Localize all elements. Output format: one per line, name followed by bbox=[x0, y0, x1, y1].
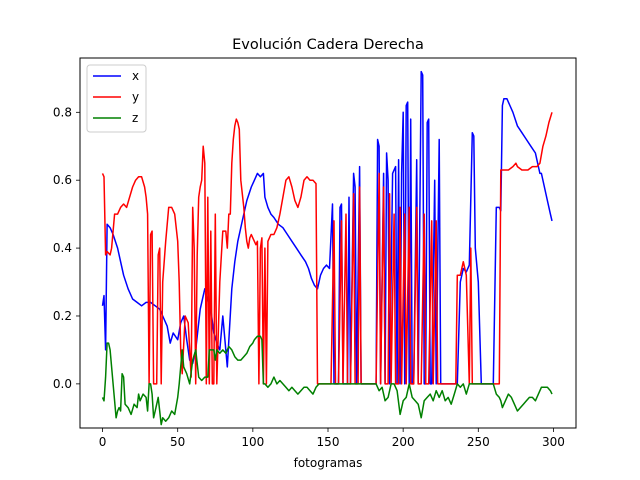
series-layer bbox=[101, 70, 553, 426]
y-tick-label: 0.6 bbox=[53, 173, 72, 187]
y-tick-label: 0.4 bbox=[53, 241, 72, 255]
series-line-z bbox=[101, 335, 553, 426]
x-tick-label: 0 bbox=[99, 435, 107, 449]
legend-label-x: x bbox=[132, 69, 139, 83]
x-axis-label: fotogramas bbox=[294, 456, 363, 470]
x-tick-label: 150 bbox=[317, 435, 340, 449]
legend-label-z: z bbox=[132, 111, 138, 125]
y-axis: 0.0 0.2 0.4 0.6 0.8 bbox=[53, 105, 80, 391]
x-tick-label: 100 bbox=[241, 435, 264, 449]
x-axis: 0 50 100 150 200 250 300 bbox=[99, 428, 565, 449]
chart-title: Evolución Cadera Derecha bbox=[232, 37, 424, 53]
y-tick-label: 0.2 bbox=[53, 309, 72, 323]
y-tick-label: 0.8 bbox=[53, 105, 72, 119]
y-tick-label: 0.0 bbox=[53, 377, 72, 391]
legend: xyz bbox=[86, 64, 147, 133]
x-tick-label: 50 bbox=[170, 435, 185, 449]
x-tick-label: 200 bbox=[392, 435, 415, 449]
legend-box bbox=[86, 64, 147, 133]
legend-label-y: y bbox=[132, 90, 139, 104]
x-tick-label: 300 bbox=[542, 435, 565, 449]
series-line-y bbox=[101, 112, 553, 385]
x-tick-label: 250 bbox=[467, 435, 490, 449]
